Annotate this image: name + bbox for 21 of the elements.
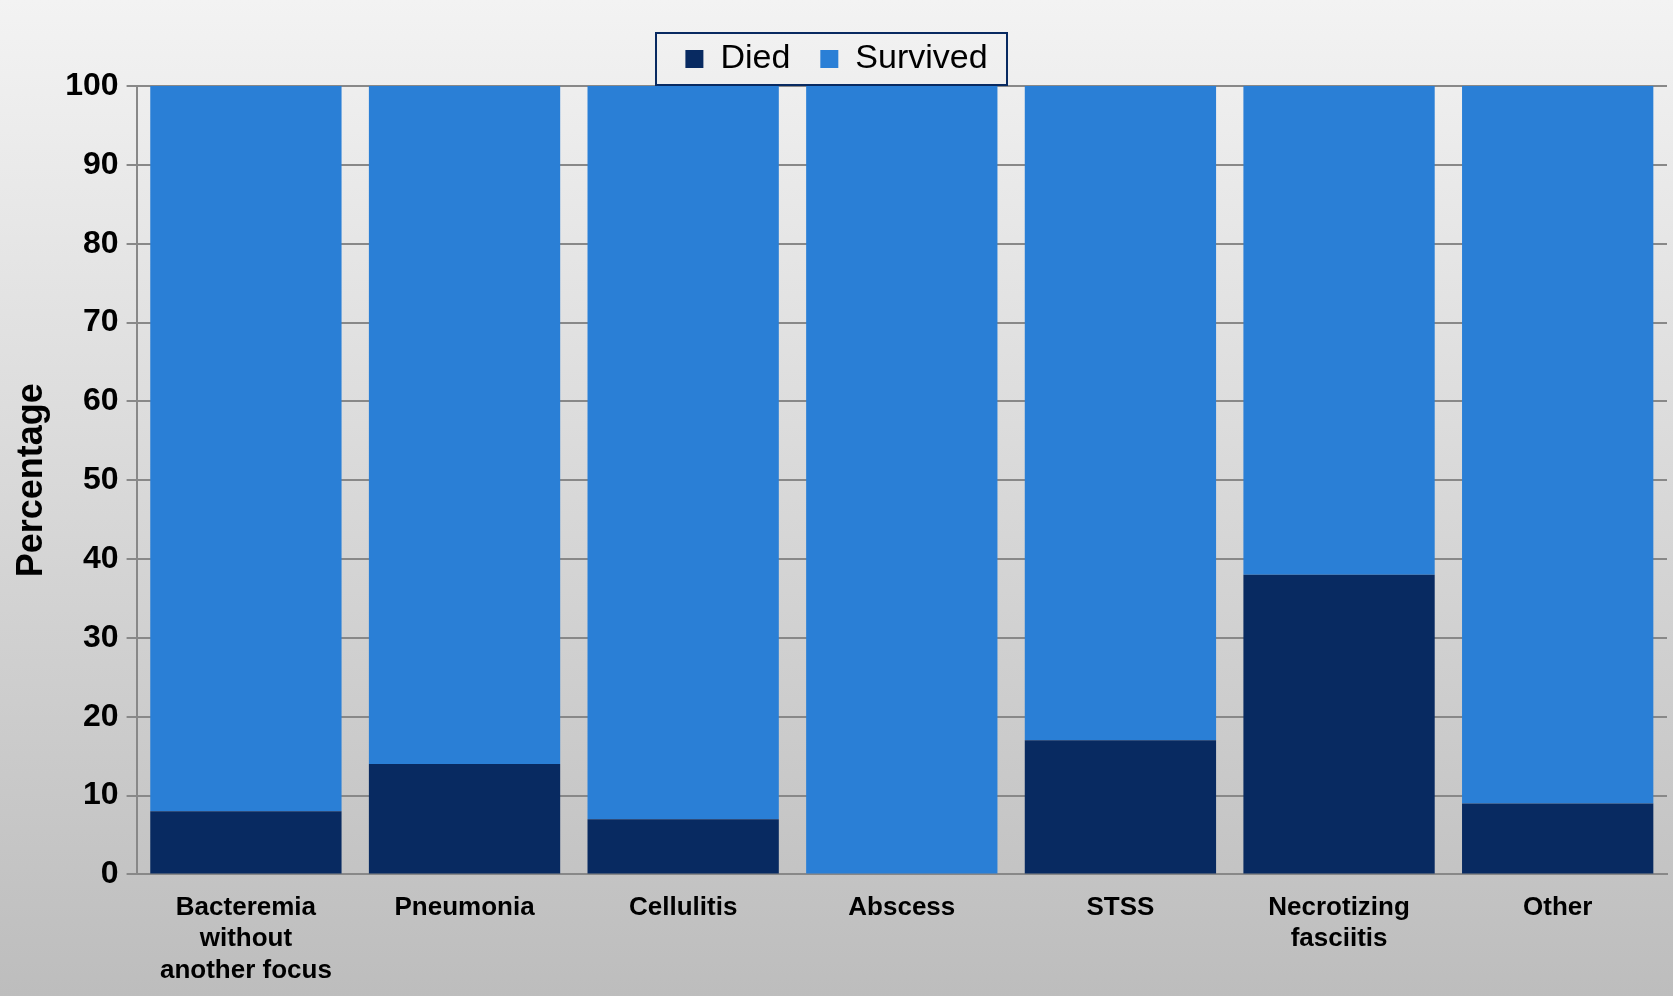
y-axis-title: Percentage — [8, 383, 50, 578]
x-tick-label: STSS — [1086, 891, 1155, 922]
legend-label: Died — [720, 37, 791, 76]
y-tick-label: 70 — [83, 302, 119, 339]
x-tick-label: Abscess — [848, 891, 956, 922]
legend-label: Survived — [855, 37, 988, 76]
x-tick-label: Bacteremia without another focus — [159, 891, 332, 984]
y-tick-label: 0 — [100, 854, 119, 891]
y-tick-label: 40 — [83, 538, 119, 575]
x-tick-label: Necrotizing fasciitis — [1268, 891, 1410, 953]
y-tick-label: 20 — [83, 696, 119, 733]
x-tick-label: Cellulitis — [628, 891, 738, 922]
y-tick-label: 100 — [65, 65, 119, 102]
x-tick-label: Pneumonia — [394, 891, 536, 922]
y-tick-label: 50 — [83, 460, 119, 497]
y-tick-label: 80 — [83, 223, 119, 260]
x-tick-label: Other — [1523, 891, 1593, 922]
y-tick-label: 30 — [83, 617, 119, 654]
y-tick-label: 90 — [83, 144, 119, 181]
y-tick-label: 60 — [83, 381, 119, 418]
y-tick-label: 10 — [83, 775, 119, 812]
